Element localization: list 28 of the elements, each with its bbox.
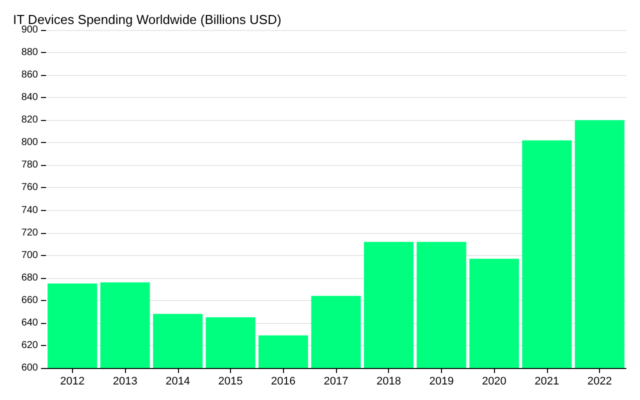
x-tick-label: 2017 — [324, 376, 348, 388]
y-tick-label: 880 — [21, 47, 38, 58]
x-tick-label: 2020 — [482, 376, 506, 388]
y-tick-label: 780 — [21, 160, 38, 171]
x-tick-label: 2016 — [271, 376, 296, 388]
y-tick-label: 740 — [21, 204, 38, 216]
x-tick-label: 2019 — [429, 376, 454, 388]
y-tick-label: 860 — [21, 70, 38, 81]
y-tick-label: 760 — [21, 182, 38, 194]
y-tick-label: 680 — [21, 272, 38, 284]
x-tick-label: 2014 — [166, 376, 190, 388]
x-tick-label: 2015 — [218, 376, 243, 388]
x-tick-label: 2022 — [587, 376, 612, 388]
y-tick-label: 660 — [21, 294, 38, 306]
y-tick-label: 800 — [21, 137, 38, 148]
x-tick-label: 2013 — [112, 376, 138, 388]
y-tick-label: 720 — [21, 227, 38, 238]
x-tick-label: 2012 — [60, 376, 85, 388]
y-tick-label: 820 — [21, 114, 38, 126]
y-tick-label: 840 — [21, 92, 38, 104]
chart-title: IT Devices Spending Worldwide (Billions USD) — [13, 12, 282, 27]
y-tick-label: 600 — [21, 362, 38, 374]
y-tick-label: 640 — [21, 317, 38, 328]
x-tick-label: 2018 — [376, 376, 401, 388]
y-tick-label: 700 — [21, 250, 38, 261]
y-tick-label: 620 — [21, 340, 38, 351]
y-tick-label: 900 — [21, 24, 38, 36]
x-tick-label: 2021 — [534, 376, 560, 388]
